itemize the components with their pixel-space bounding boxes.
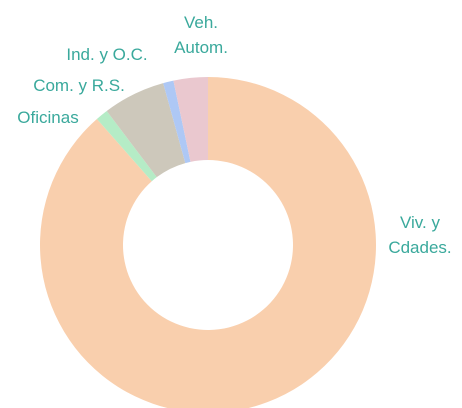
- slice-label: Viv. y Cdades.: [388, 213, 452, 257]
- slice-label: Com. y R.S.: [33, 76, 125, 95]
- donut-slice: [96, 110, 157, 182]
- donut-slice: [106, 83, 186, 178]
- slice-label: Ind. y O.C.: [66, 45, 148, 64]
- donut-slice: [173, 77, 208, 162]
- donut-slice: [163, 80, 191, 164]
- donut-slice: [40, 77, 376, 408]
- slice-label: Oficinas: [17, 108, 79, 127]
- slice-label: Veh. Autom.: [174, 13, 228, 57]
